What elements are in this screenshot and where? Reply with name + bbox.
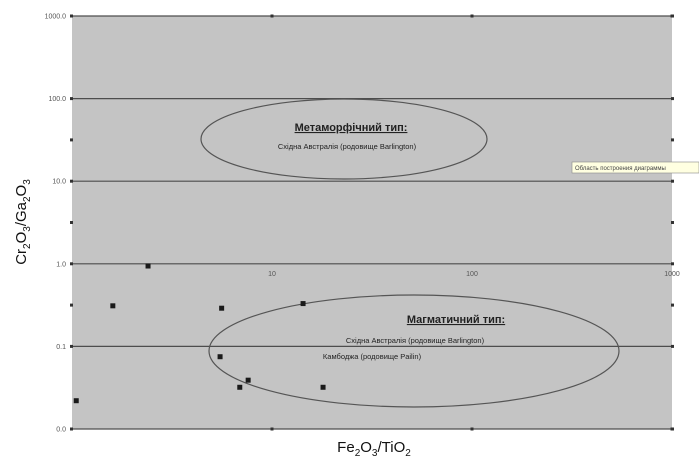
x-tick-mark (470, 427, 474, 431)
x-tick-mark (270, 427, 274, 431)
x-tick-mark (470, 14, 474, 18)
y-tick-label: 0.0 (56, 427, 66, 434)
y-minor-mark (70, 303, 73, 307)
data-point (217, 354, 223, 360)
magmatic-region-title: Магматичний тип: (407, 314, 505, 326)
y-tick-label: 10.0 (52, 179, 66, 186)
y-tick-mark (70, 262, 73, 266)
magmatic-region-line1: Східна Австралія (родовище Barlington) (346, 336, 485, 345)
data-point (145, 263, 151, 269)
y-tick-label: 0.1 (56, 344, 66, 351)
y-tick-mark (671, 344, 674, 348)
x-tick-mark (270, 14, 274, 18)
data-point (219, 305, 225, 311)
y-tick-mark (70, 97, 73, 101)
magmatic-region-ellipse (208, 294, 620, 408)
metamorphic-region-title: Метаморфічний тип: (295, 122, 408, 134)
y-minor-mark (671, 221, 674, 224)
data-point (73, 398, 79, 404)
y-tick-mark (70, 179, 73, 183)
data-point (237, 384, 243, 390)
y-tick-mark (70, 14, 73, 18)
data-point (245, 377, 251, 383)
metamorphic-region-ellipse (200, 98, 488, 180)
y-axis-title: Cr2O3/Ga2O3 (13, 179, 33, 265)
x-axis-title: Fe2O3/TiO2 (337, 439, 411, 459)
x-tick-mark (670, 427, 674, 431)
y-tick-mark (70, 344, 73, 348)
y-minor-mark (671, 303, 674, 307)
data-point (320, 384, 326, 390)
y-minor-mark (671, 138, 674, 142)
chart-area-tooltip (571, 161, 699, 174)
x-tick-label: 1000 (664, 271, 680, 278)
data-point (110, 303, 116, 309)
y-minor-mark (70, 221, 73, 224)
x-tick-label: 10 (268, 271, 276, 278)
x-tick-label: 100 (466, 271, 478, 278)
y-tick-label: 100.0 (48, 96, 66, 103)
chart-area-tooltip-text: Область построения диаграммы (575, 166, 666, 172)
plot-area (72, 16, 672, 429)
metamorphic-region-line: Східна Австралія (родовище Barlington) (278, 142, 417, 151)
data-point (300, 301, 306, 307)
y-tick-label: 1.0 (56, 261, 66, 268)
x-tick-mark (670, 14, 674, 18)
y-tick-mark (70, 427, 73, 431)
y-tick-mark (671, 97, 674, 101)
y-tick-mark (671, 262, 674, 266)
y-tick-mark (671, 179, 674, 183)
y-tick-label: 1000.0 (45, 14, 67, 21)
y-minor-mark (70, 138, 73, 142)
magmatic-region-line2: Камбоджа (родовище Pailin) (323, 352, 422, 361)
